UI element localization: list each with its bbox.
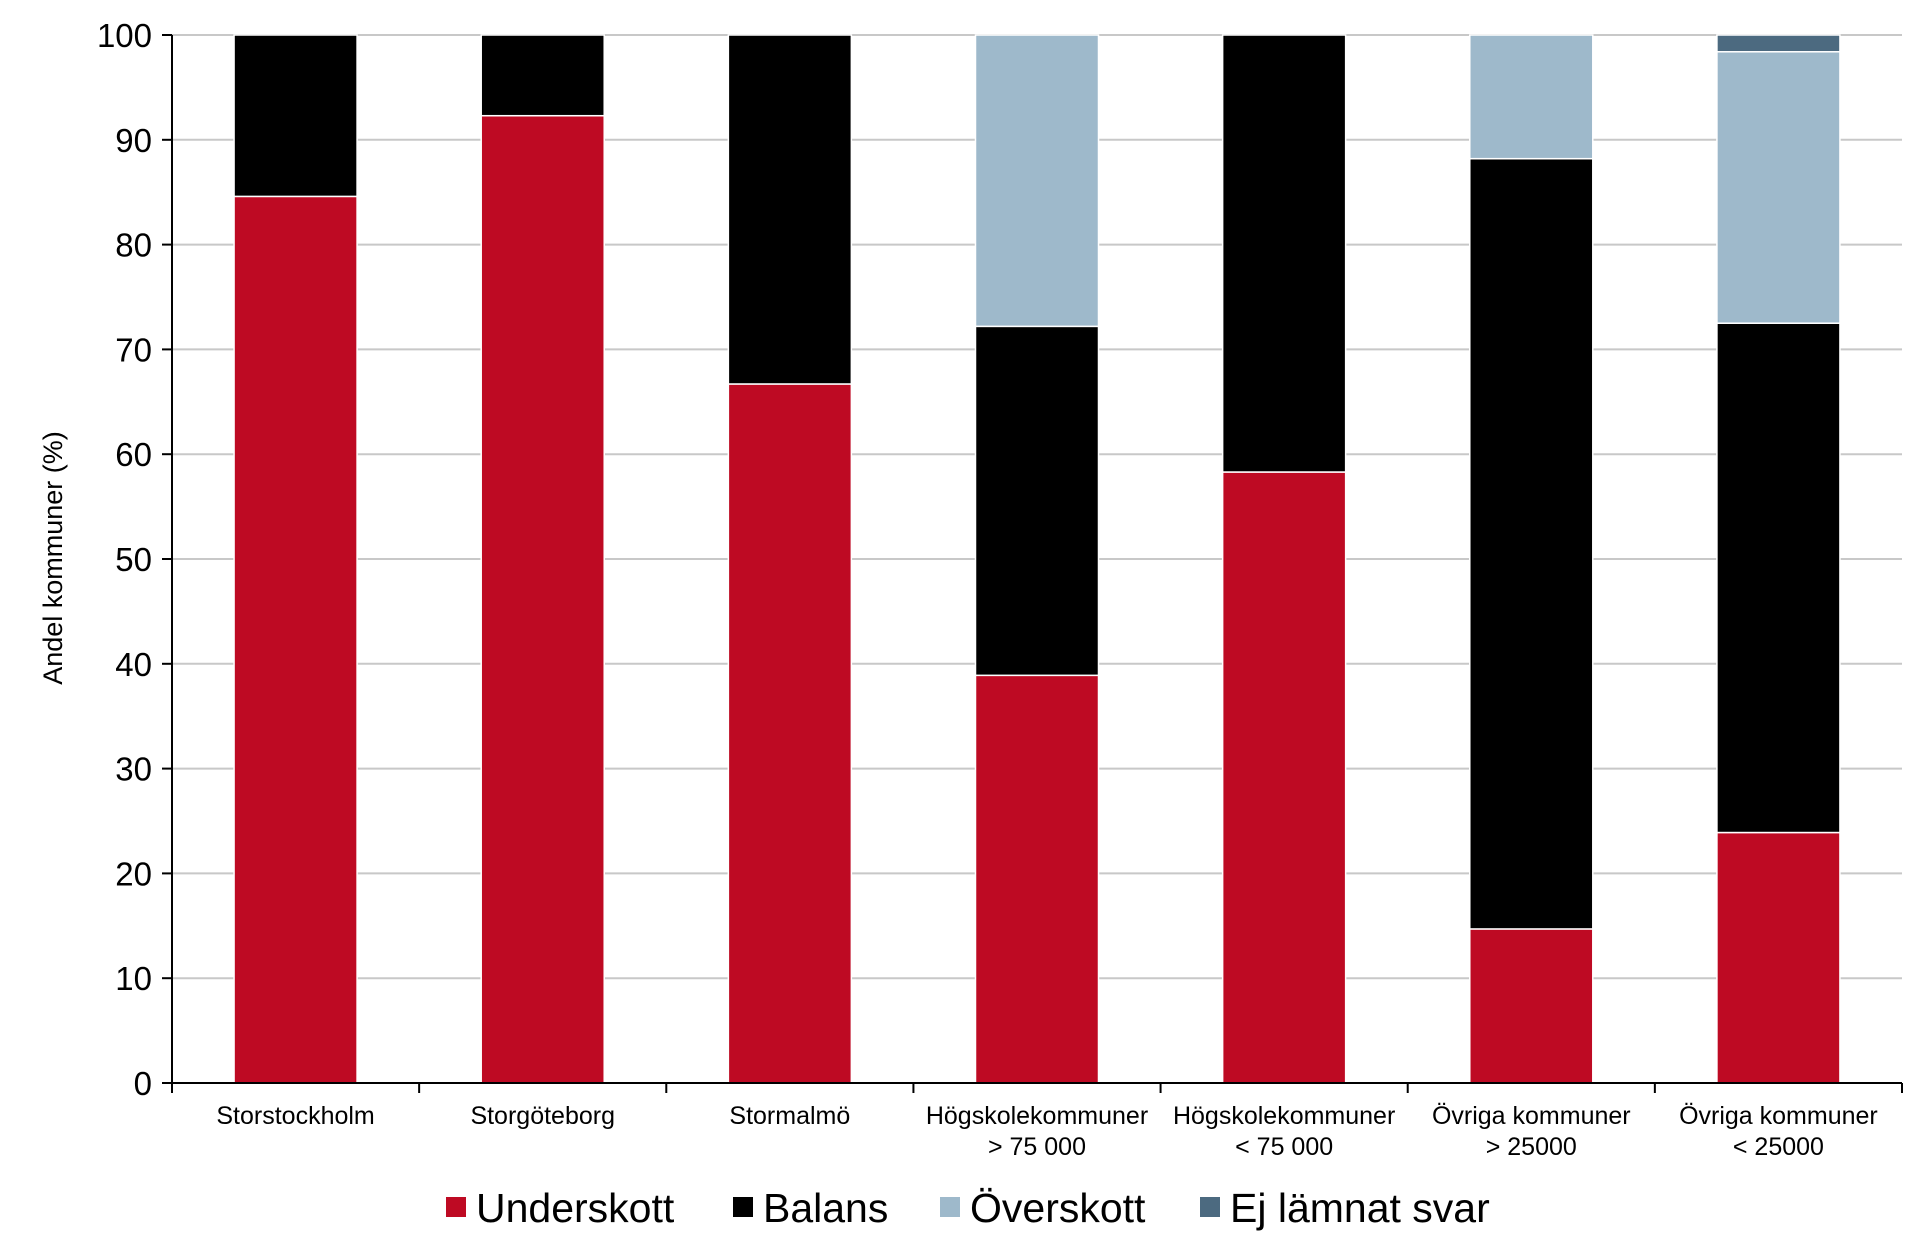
bar-segment [480, 114, 605, 1084]
y-tick-label: 80 [115, 227, 152, 264]
y-tick-label: 100 [97, 17, 152, 54]
y-tick-label: 70 [115, 331, 152, 368]
x-category-label: Högskolekommuner [926, 1102, 1148, 1130]
x-category-label: Stormalmö [729, 1102, 850, 1130]
y-tick-labels: 0 10 20 30 40 50 60 70 80 90 100 [97, 17, 152, 1102]
x-category-label: Övriga kommuner [1679, 1102, 1878, 1130]
y-tick-label: 50 [115, 541, 152, 578]
bar-segment [1469, 157, 1594, 930]
y-tick-label: 0 [134, 1065, 152, 1102]
x-category-labels: Storstockholm Storgöteborg Stormalmö Högsko… [216, 1102, 1877, 1161]
y-tick-label: 90 [115, 122, 152, 159]
y-tick-label: 20 [115, 855, 152, 892]
bar-segment [727, 383, 853, 1084]
legend-label: Balans [763, 1185, 888, 1231]
bar-segment [1221, 471, 1347, 1084]
bar-segment [1469, 928, 1594, 1084]
bar-segment [233, 195, 358, 1084]
bar-segment [1716, 322, 1841, 834]
bar-segment [480, 34, 605, 117]
y-tick-label: 10 [115, 960, 152, 997]
y-tick-label: 40 [115, 646, 152, 683]
x-category-label: Storstockholm [216, 1102, 374, 1130]
legend-label: Underskott [476, 1185, 675, 1231]
bar-segment [974, 325, 1100, 677]
bar-segment [1221, 34, 1347, 473]
bar-segment [1716, 34, 1841, 53]
y-axis-title: Andel kommuner (%) [38, 431, 68, 685]
legend: Underskott Balans Överskott Ej lämnat svar [446, 1185, 1490, 1231]
x-category-label: Högskolekommuner [1173, 1102, 1395, 1130]
x-category-label: < 75 000 [1235, 1133, 1333, 1161]
bar-segment [974, 34, 1100, 328]
bar-segment [727, 34, 853, 385]
bar-segment [233, 34, 358, 198]
x-category-label: Övriga kommuner [1432, 1102, 1631, 1130]
legend-swatch [733, 1197, 753, 1217]
axes [162, 34, 1903, 1093]
legend-swatch [1200, 1197, 1220, 1217]
x-category-label: > 25000 [1486, 1133, 1577, 1161]
legend-swatch [446, 1197, 466, 1217]
legend-label: Överskott [970, 1185, 1146, 1231]
x-category-label: < 25000 [1733, 1133, 1824, 1161]
x-category-label: Storgöteborg [470, 1102, 615, 1130]
legend-swatch [940, 1197, 960, 1217]
x-category-label: > 75 000 [988, 1133, 1086, 1161]
bar-segment [1716, 831, 1841, 1084]
bar-segment [974, 674, 1100, 1084]
legend-label: Ej lämnat svar [1230, 1185, 1490, 1231]
bar-segment [1469, 34, 1594, 160]
y-tick-label: 30 [115, 751, 152, 788]
bar-segment [1716, 51, 1841, 324]
y-tick-label: 60 [115, 436, 152, 473]
